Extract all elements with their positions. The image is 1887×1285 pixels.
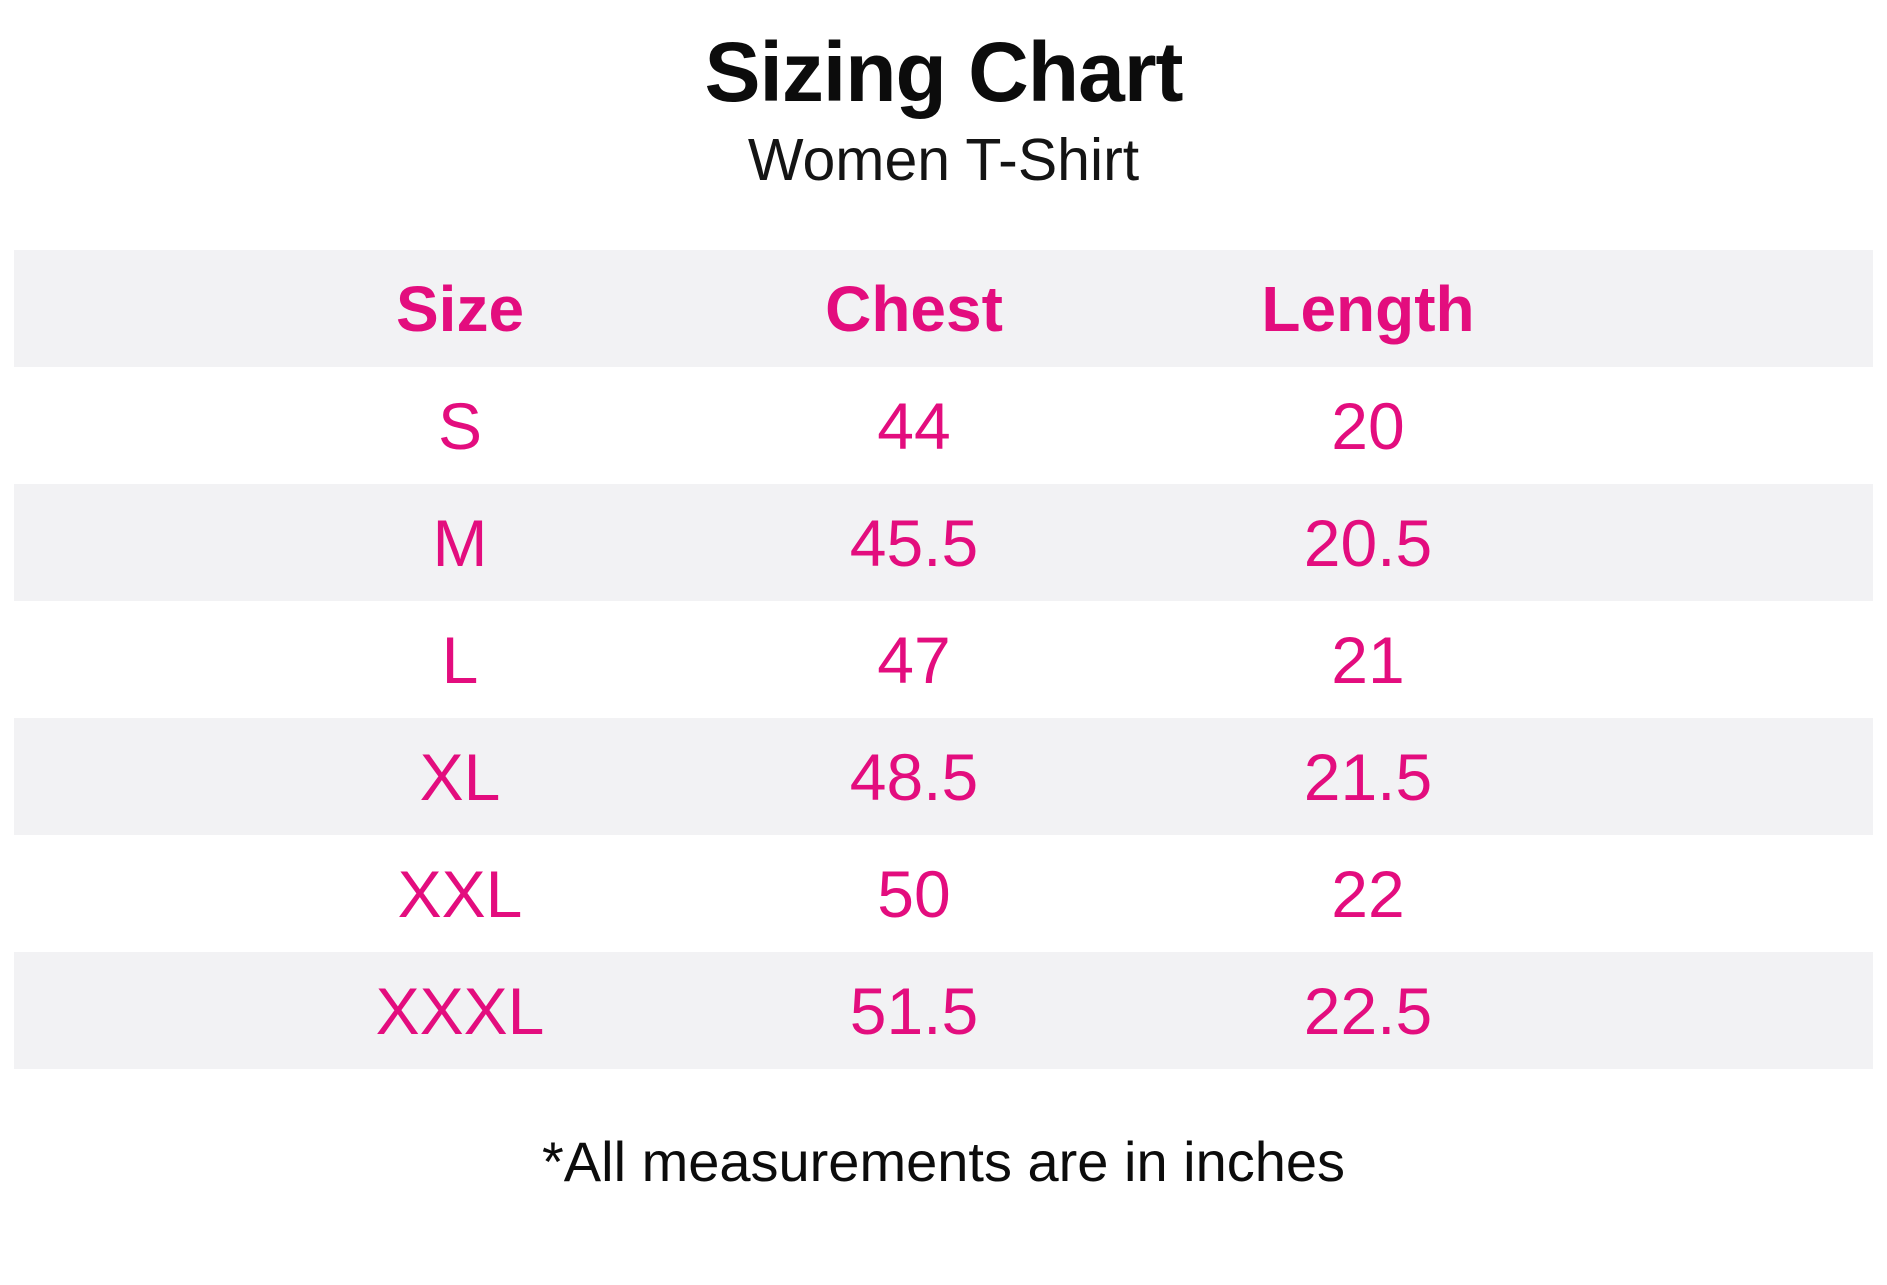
table-row-m: M 45.5 20.5 (14, 484, 1873, 602)
column-header-chest: Chest (825, 272, 1003, 345)
sizing-chart-page: Sizing Chart Women T-Shirt Size Chest Le… (0, 28, 1887, 1285)
page-title: Sizing Chart (704, 25, 1183, 119)
size-cell: M (432, 505, 488, 580)
chest-cell: 51.5 (849, 973, 979, 1048)
chest-cell: 47 (877, 622, 951, 697)
length-cell: 20 (1331, 388, 1405, 463)
size-cell: L (441, 622, 479, 697)
table-row-inner: XXXL 51.5 22.5 (233, 978, 1595, 1044)
table-row-xl: XL 48.5 21.5 (14, 718, 1873, 836)
table-row-inner: XL 48.5 21.5 (233, 744, 1595, 810)
table-row-l: L 47 21 (14, 601, 1873, 719)
size-cell: XXXL (375, 973, 545, 1048)
size-cell: XXL (397, 856, 523, 931)
chest-cell: 50 (877, 856, 951, 931)
chest-cell: 44 (877, 388, 951, 463)
length-cell: 22.5 (1303, 973, 1433, 1048)
chest-cell: 45.5 (849, 505, 979, 580)
table-row-xxxl: XXXL 51.5 22.5 (14, 952, 1873, 1070)
size-cell: S (437, 388, 483, 463)
length-cell: 21.5 (1303, 739, 1433, 814)
table-row-inner: L 47 21 (233, 627, 1595, 693)
measurements-footnote: *All measurements are in inches (541, 1130, 1346, 1194)
length-cell: 21 (1331, 622, 1405, 697)
column-header-length: Length (1261, 272, 1475, 345)
table-row-xxl: XXL 50 22 (14, 835, 1873, 953)
size-cell: XL (419, 739, 501, 814)
chest-cell: 48.5 (849, 739, 979, 814)
column-header-size: Size (395, 272, 525, 345)
length-cell: 20.5 (1303, 505, 1433, 580)
length-cell: 22 (1331, 856, 1405, 931)
sizing-table: Size Chest Length S 44 20 M 45.5 20.5 L … (0, 250, 1887, 1070)
table-header-inner: Size Chest Length (233, 277, 1595, 341)
table-row-s: S 44 20 (14, 367, 1873, 485)
table-row-inner: S 44 20 (233, 393, 1595, 459)
page-subtitle: Women T-Shirt (747, 127, 1140, 194)
table-row-inner: M 45.5 20.5 (233, 510, 1595, 576)
table-header-row: Size Chest Length (14, 250, 1873, 368)
table-row-inner: XXL 50 22 (233, 861, 1595, 927)
